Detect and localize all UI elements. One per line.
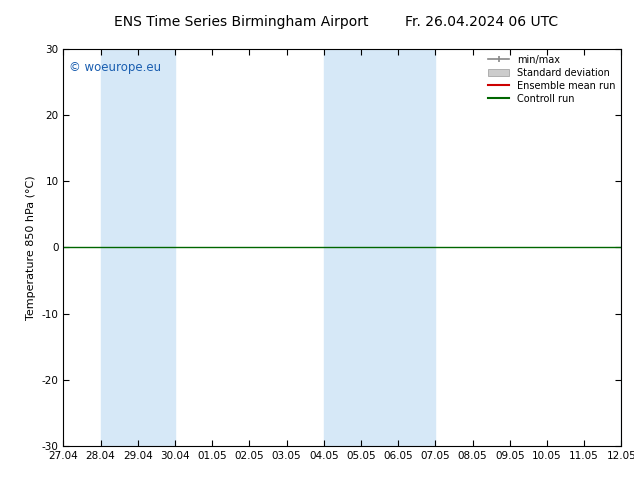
Bar — [101, 49, 175, 446]
Bar — [324, 49, 436, 446]
Text: ENS Time Series Birmingham Airport: ENS Time Series Birmingham Airport — [113, 15, 368, 29]
Bar — [621, 49, 634, 446]
Y-axis label: Temperature 850 hPa (°C): Temperature 850 hPa (°C) — [26, 175, 36, 320]
Text: Fr. 26.04.2024 06 UTC: Fr. 26.04.2024 06 UTC — [405, 15, 559, 29]
Legend: min/max, Standard deviation, Ensemble mean run, Controll run: min/max, Standard deviation, Ensemble me… — [484, 51, 619, 107]
Text: © woeurope.eu: © woeurope.eu — [69, 61, 161, 74]
